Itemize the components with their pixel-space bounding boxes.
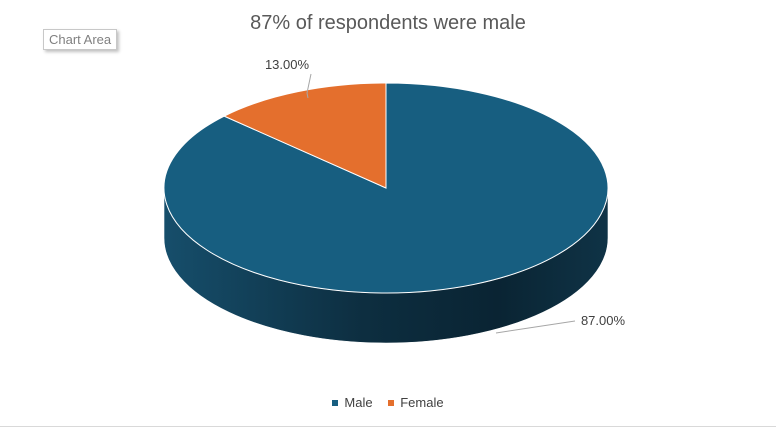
legend-label-male: Male — [344, 395, 373, 410]
leader-line-female — [306, 73, 312, 99]
legend-swatch-male — [332, 399, 339, 406]
data-label-female: 13.00% — [265, 57, 310, 72]
bottom-divider — [0, 426, 776, 427]
chart-title: 87% of respondents were male — [250, 12, 526, 34]
leader-line-male — [495, 320, 576, 334]
legend-label-female: Female — [400, 395, 444, 410]
legend: Male Female — [0, 395, 776, 410]
legend-item-male[interactable]: Male — [332, 395, 373, 410]
pie-slice-female[interactable] — [223, 82, 387, 189]
data-label-male: 87.00% — [581, 313, 626, 328]
legend-item-female[interactable]: Female — [388, 395, 444, 410]
chart-area-tooltip: Chart Area — [43, 29, 118, 50]
legend-swatch-female — [388, 399, 395, 406]
